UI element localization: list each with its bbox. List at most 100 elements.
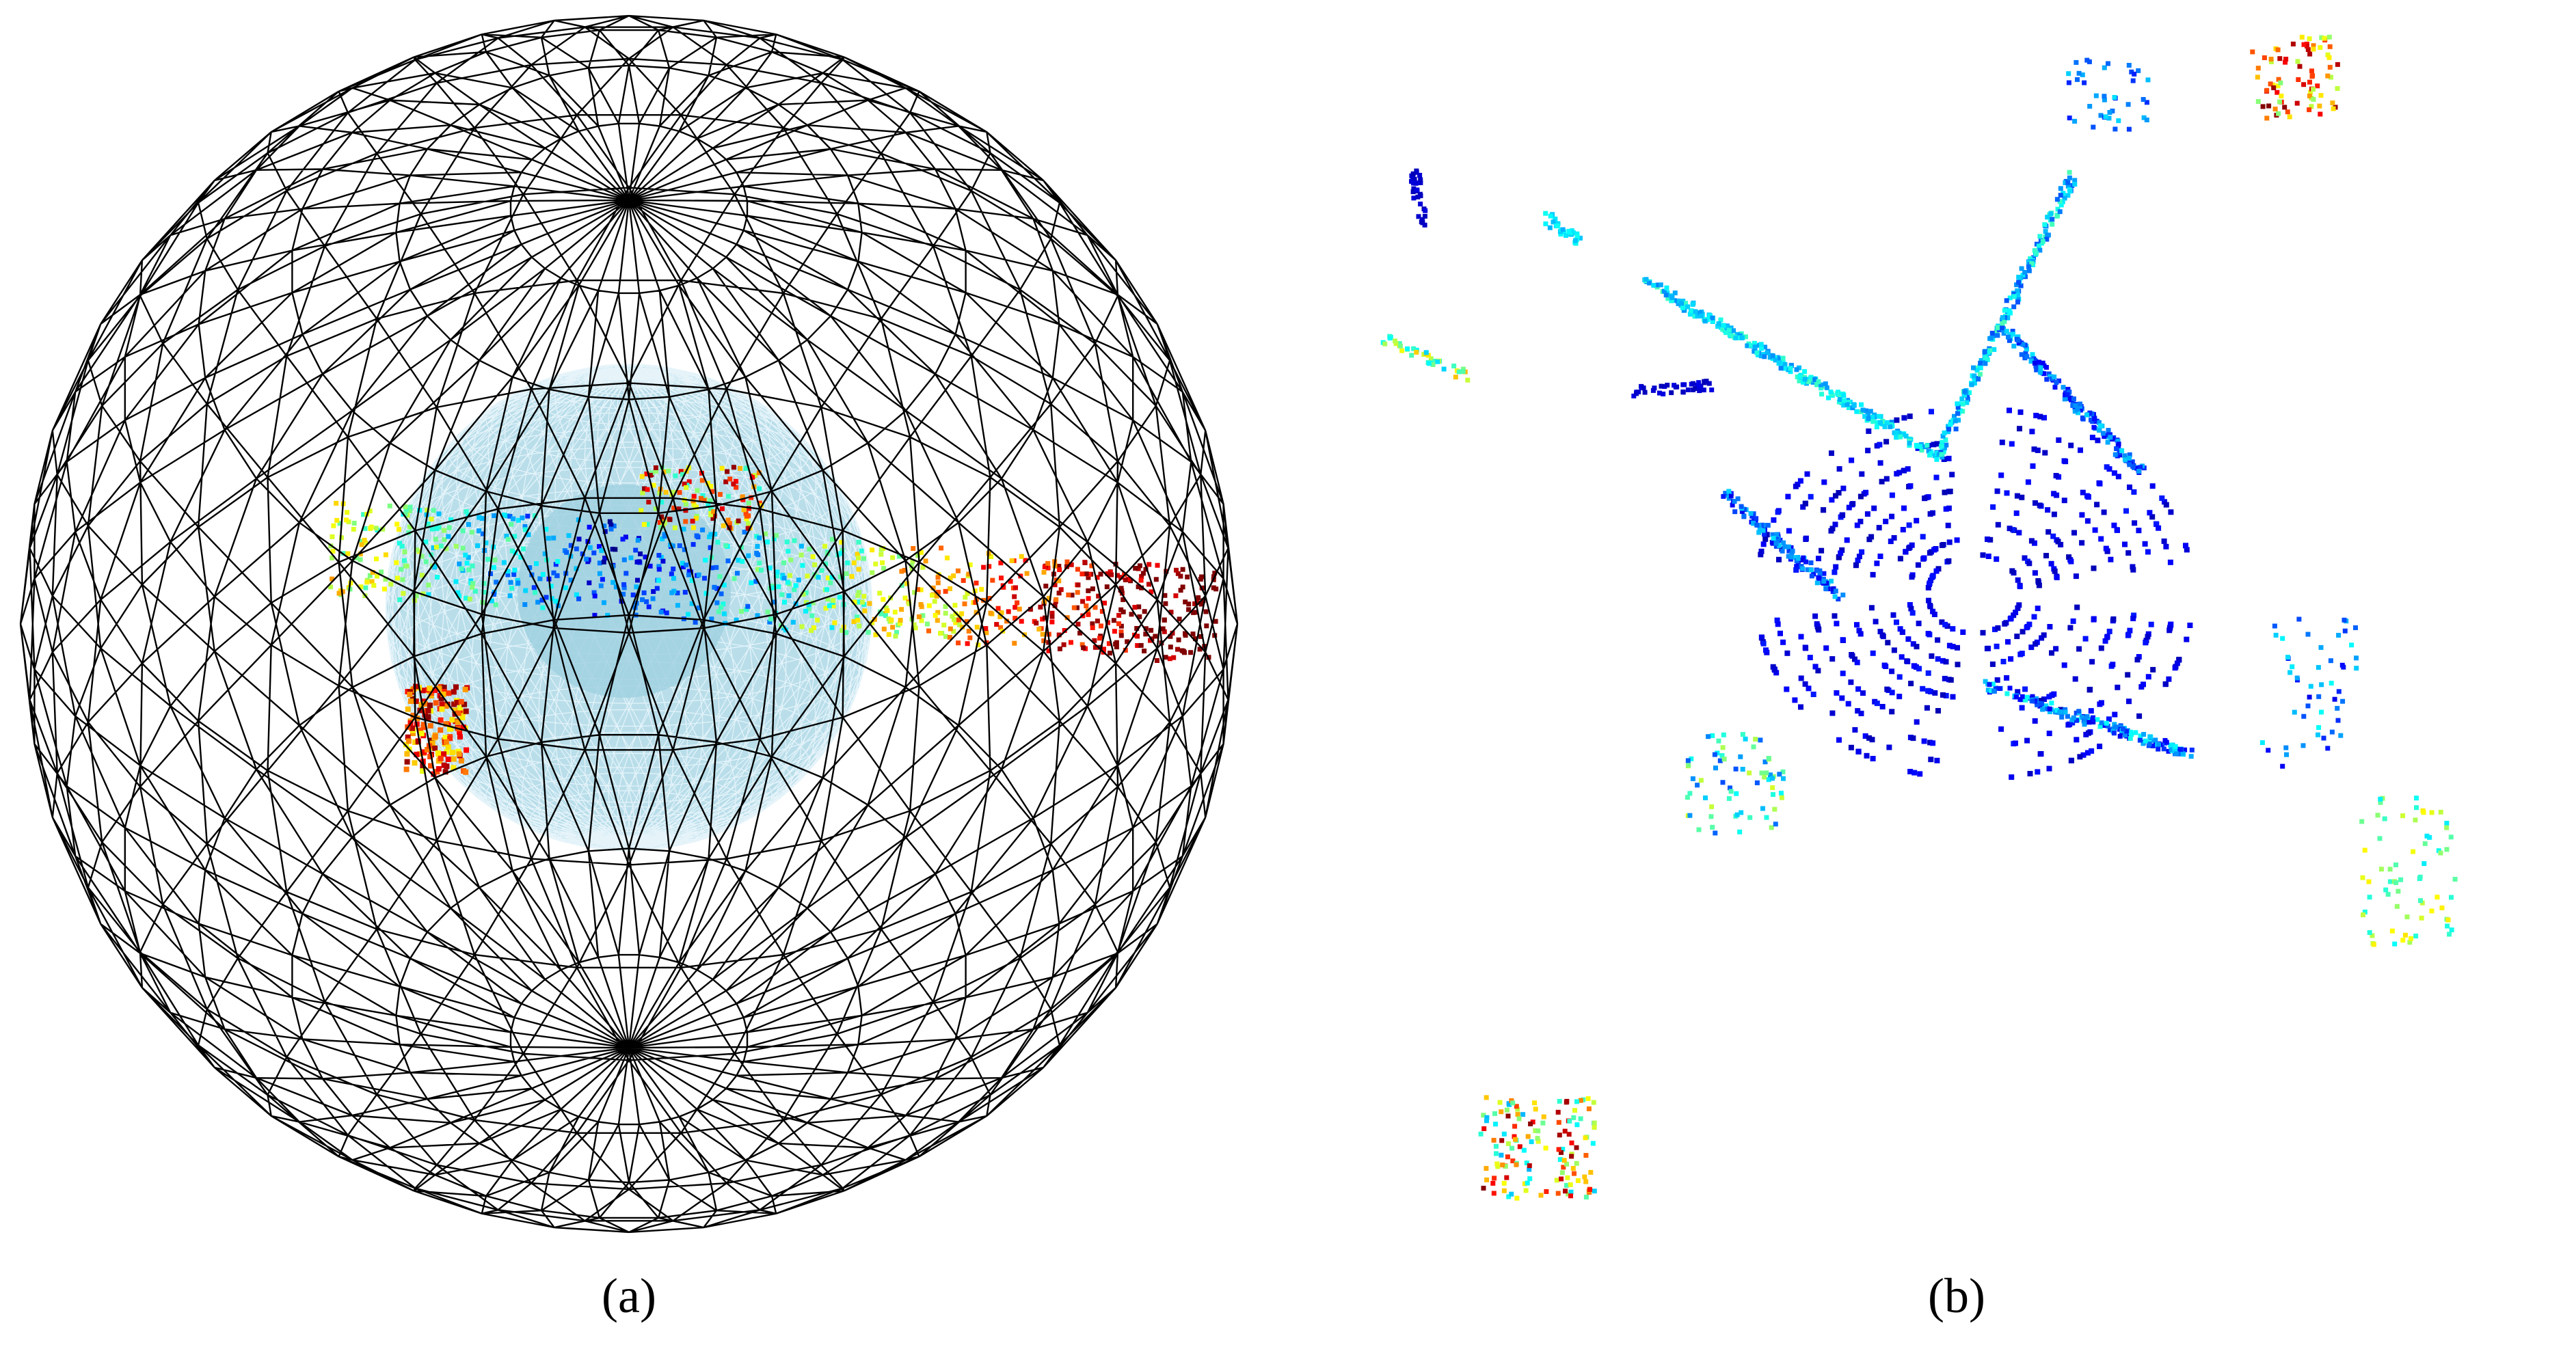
point	[1905, 466, 1911, 472]
point	[1045, 560, 1051, 566]
point	[2058, 541, 2064, 547]
point	[1974, 368, 1980, 373]
point	[1782, 544, 1788, 549]
point	[918, 549, 924, 555]
point	[912, 590, 917, 595]
point	[2053, 646, 2059, 652]
point	[1879, 478, 1885, 485]
point	[1524, 1160, 1529, 1166]
point	[1927, 603, 1933, 609]
point	[967, 635, 973, 640]
point	[1943, 437, 1948, 443]
point	[2069, 183, 2075, 188]
point	[1911, 663, 1917, 669]
point	[2066, 80, 2071, 85]
point	[689, 601, 695, 606]
point	[2050, 221, 2055, 227]
point	[1710, 824, 1715, 830]
point	[2367, 895, 2372, 900]
point	[1960, 401, 1965, 407]
point	[1733, 336, 1739, 340]
point	[2052, 568, 2058, 574]
point	[2000, 659, 2007, 664]
point	[1856, 554, 1862, 560]
point	[2037, 359, 2041, 365]
point	[416, 751, 422, 757]
point	[1198, 601, 1204, 607]
point	[1177, 616, 1182, 622]
point	[792, 587, 797, 593]
point	[2163, 502, 2169, 508]
point	[364, 580, 370, 585]
point	[563, 585, 568, 590]
point	[2022, 270, 2028, 275]
point	[1092, 644, 1098, 650]
point	[995, 606, 1001, 611]
point	[1889, 690, 1895, 696]
point	[1882, 424, 1888, 429]
point	[425, 747, 430, 752]
point	[1828, 390, 1834, 394]
point	[712, 532, 718, 536]
point	[1578, 235, 1583, 241]
point	[1687, 312, 1693, 317]
point	[2419, 915, 2424, 921]
point	[827, 603, 832, 608]
point	[2393, 880, 2399, 885]
point	[1661, 392, 1666, 396]
point	[1946, 558, 1952, 564]
point	[1556, 1119, 1561, 1125]
point	[1754, 522, 1760, 528]
point	[812, 562, 818, 567]
point	[1484, 1118, 1489, 1124]
point	[2131, 489, 2137, 495]
point	[2301, 82, 2307, 87]
point	[1138, 642, 1144, 648]
point	[502, 513, 507, 517]
point	[1737, 829, 1743, 834]
point	[2301, 42, 2307, 47]
point	[635, 538, 641, 543]
point	[509, 548, 515, 554]
point	[1501, 1180, 1507, 1186]
point	[1490, 1180, 1496, 1186]
point	[738, 465, 742, 471]
point	[1836, 737, 1842, 743]
point	[337, 521, 343, 526]
point	[1955, 405, 1961, 410]
point	[2059, 714, 2065, 720]
point	[460, 545, 466, 551]
point	[453, 543, 459, 549]
point	[1139, 585, 1144, 590]
point	[344, 517, 349, 523]
point	[1927, 550, 1933, 556]
point	[439, 706, 445, 712]
point	[653, 469, 658, 474]
point	[1084, 603, 1089, 608]
point	[1852, 726, 1858, 733]
point	[621, 582, 627, 587]
point	[1155, 562, 1160, 568]
point	[2078, 401, 2082, 407]
point	[2250, 49, 2255, 55]
point	[861, 594, 867, 599]
point	[1075, 605, 1079, 610]
point	[2045, 507, 2051, 513]
point	[767, 565, 773, 571]
point	[2024, 347, 2029, 352]
point	[642, 521, 647, 527]
point	[2048, 211, 2054, 217]
point	[1535, 1136, 1540, 1141]
point	[948, 626, 953, 631]
point	[1669, 297, 1675, 303]
point	[1123, 647, 1128, 653]
point	[1506, 1101, 1512, 1106]
point	[885, 608, 890, 613]
point	[584, 556, 589, 562]
point	[639, 474, 645, 479]
point	[943, 588, 948, 594]
point	[2005, 639, 2011, 645]
point	[1501, 1188, 1507, 1193]
point	[1495, 1164, 1501, 1169]
point	[1096, 593, 1101, 599]
